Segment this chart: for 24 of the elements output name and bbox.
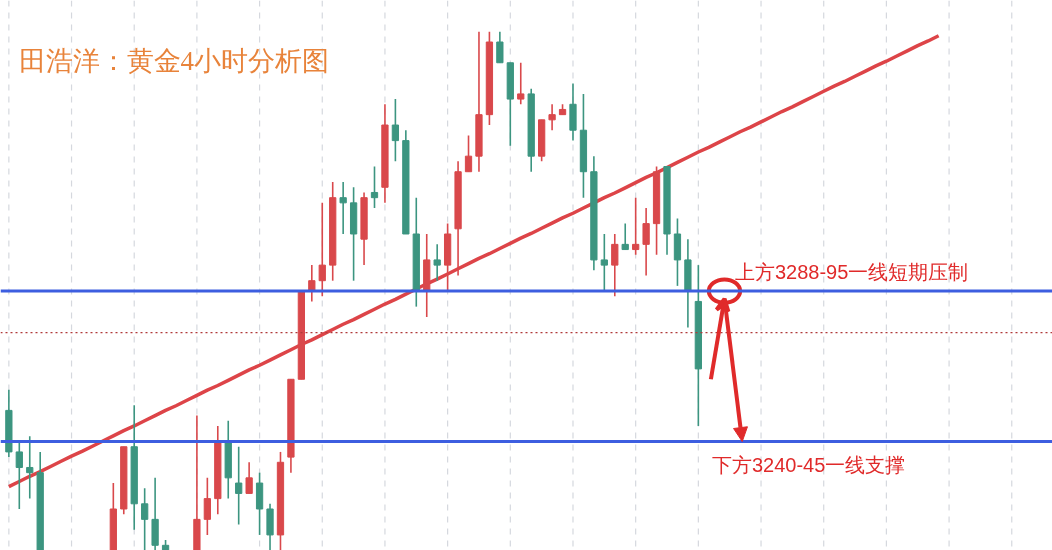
candlestick bbox=[235, 445, 243, 526]
candlestick bbox=[464, 134, 473, 173]
candlestick bbox=[433, 243, 441, 282]
candlestick bbox=[318, 202, 326, 298]
candlestick bbox=[391, 98, 400, 163]
text: 田浩洋：黄金4小时分析图 bbox=[18, 45, 329, 76]
candlestick bbox=[642, 207, 650, 277]
candlestick bbox=[621, 222, 629, 251]
candlestick bbox=[611, 233, 619, 298]
candlestick bbox=[370, 165, 379, 209]
candlestick bbox=[600, 233, 608, 292]
candlestick bbox=[496, 30, 504, 64]
candlestick bbox=[548, 103, 556, 132]
candlestick bbox=[308, 264, 316, 303]
candlestick bbox=[517, 61, 525, 106]
candlestick bbox=[632, 196, 640, 256]
candlestick bbox=[15, 440, 23, 510]
annotation: 下方3240-45一线支撑 bbox=[711, 453, 906, 476]
candlestick bbox=[203, 477, 211, 536]
annotation: 上方3288-95一线短期压制 bbox=[734, 261, 969, 284]
candlestick bbox=[245, 461, 253, 495]
candlestick bbox=[339, 181, 347, 235]
candlestick bbox=[26, 435, 34, 500]
candlestick bbox=[141, 487, 149, 550]
